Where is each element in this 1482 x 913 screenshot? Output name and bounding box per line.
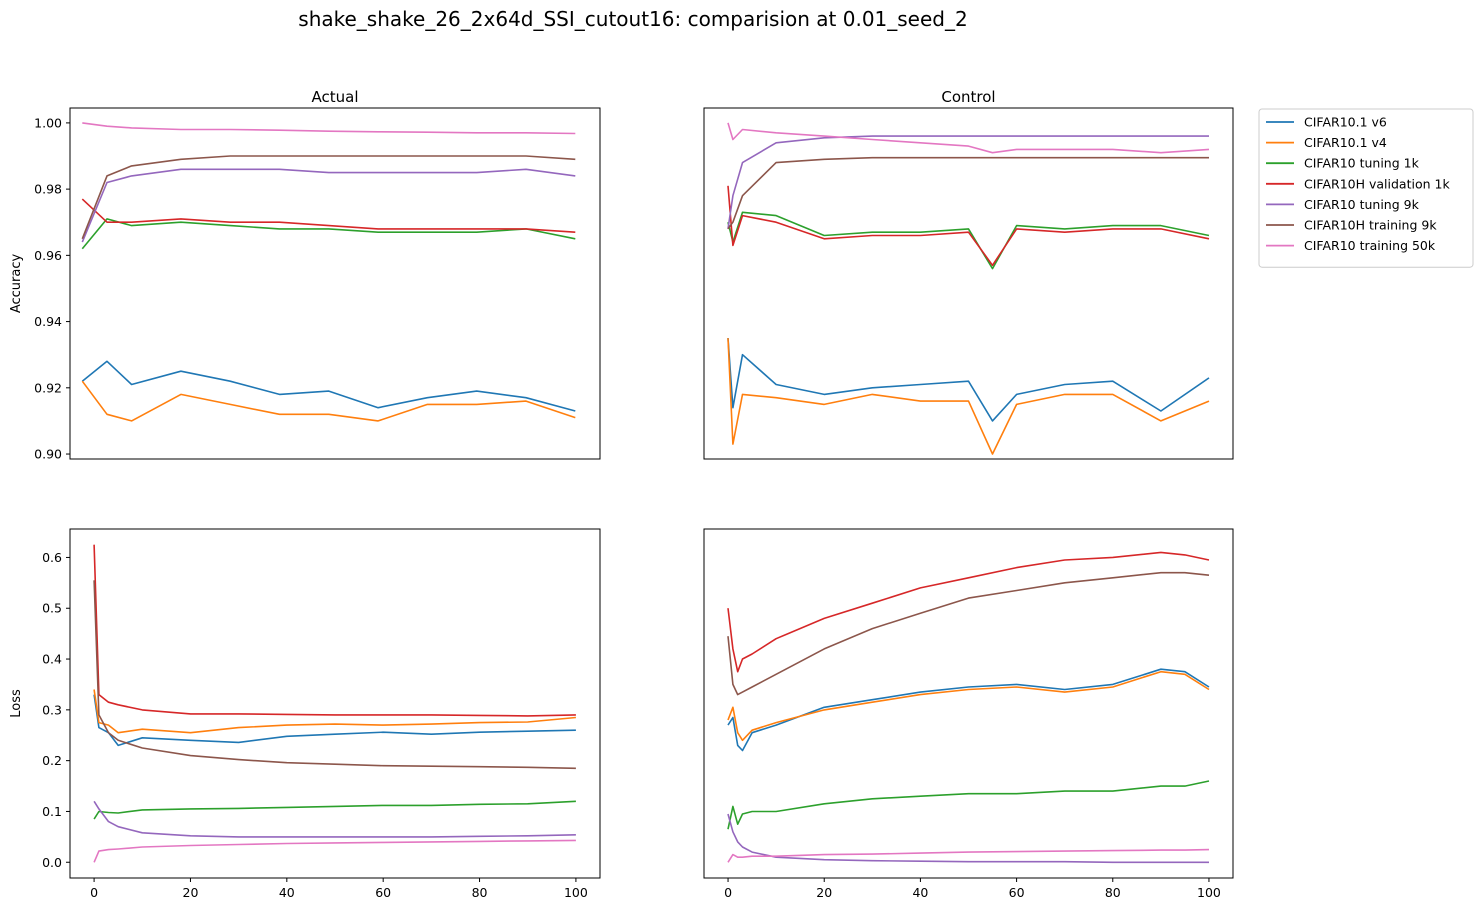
y-axis-label: Loss: [9, 689, 24, 718]
legend-entry: CIFAR10 tuning 1k: [1304, 156, 1420, 171]
y-tick-label: 0.3: [42, 702, 62, 717]
legend: CIFAR10.1 v6 CIFAR10.1 v4 CIFAR10 tuning 1…: [1258, 108, 1474, 268]
series-line-3: [727, 551, 1210, 673]
subplot-top-right: Control: [703, 88, 1234, 460]
series-line-6: [727, 122, 1210, 154]
x-tick-label: 20: [816, 885, 832, 900]
y-tick-label: 0.5: [42, 601, 62, 616]
axes-frame: [703, 528, 1234, 879]
y-tick-label: 0.1: [42, 804, 62, 819]
y-tick-label: 1.00: [34, 115, 62, 130]
y-tick-label: 0.96: [34, 248, 62, 263]
legend-entry: CIFAR10H validation 1k: [1304, 176, 1450, 191]
y-tick-label: 0.4: [42, 652, 62, 667]
series-line-6: [93, 839, 576, 863]
subplot-title: Actual: [312, 88, 359, 106]
x-tick-label: 60: [1009, 885, 1025, 900]
series-lines: [727, 122, 1210, 455]
series-line-5: [93, 580, 576, 770]
series-line-1: [727, 670, 1210, 742]
series-line-1: [727, 338, 1210, 455]
legend-entry: CIFAR10 tuning 9k: [1304, 197, 1420, 212]
series-lines: [93, 544, 576, 863]
series-line-4: [93, 800, 576, 838]
axes-frame: [69, 528, 601, 879]
x-tick-label: 40: [912, 885, 928, 900]
subplot-bottom-left: 0.0 0.1 0.2 0.3 0.4 0.5 0.6 0 20 40 60 80 100 Loss: [9, 528, 601, 900]
series-line-4: [727, 813, 1209, 864]
series-line-2: [727, 211, 1210, 270]
series-line-5: [81, 155, 576, 240]
legend-box: [1258, 108, 1474, 268]
y-axis-label: Accuracy: [9, 254, 24, 314]
y-tick-label: 0.0: [42, 855, 62, 870]
series-line-6: [727, 848, 1210, 863]
series-line-0: [727, 668, 1210, 752]
y-tick-label: 0.2: [42, 753, 62, 768]
series-line-0: [93, 694, 576, 747]
legend-entry: CIFAR10.1 v6: [1304, 115, 1387, 130]
axes-frame: [703, 107, 1234, 460]
subplots: Actual 0.90 0.92 0.94 0.96 0.98 1.00 Accuracy Co…: [9, 88, 1234, 900]
axes-frame: [69, 107, 601, 460]
series-line-2: [93, 800, 576, 820]
legend-entry: CIFAR10.1 v4: [1304, 135, 1387, 150]
series-line-5: [727, 156, 1209, 230]
series-line-3: [727, 185, 1210, 267]
x-tick-label: 0: [724, 885, 732, 900]
series-lines: [81, 122, 576, 422]
legend-entry: CIFAR10H training 9k: [1304, 218, 1437, 233]
series-line-2: [727, 780, 1210, 830]
y-tick-label: 0.90: [34, 447, 62, 462]
series-line-5: [727, 571, 1210, 696]
y-tick-label: 0.92: [34, 380, 62, 395]
x-tick-label: 100: [564, 885, 588, 900]
series-lines: [727, 551, 1210, 864]
x-tick-label: 40: [279, 885, 295, 900]
y-tick-label: 0.6: [42, 550, 62, 565]
series-line-6: [82, 122, 576, 135]
x-tick-label: 20: [183, 885, 199, 900]
subplot-title: Control: [941, 88, 995, 106]
series-line-3: [93, 544, 576, 717]
figure-title: shake_shake_26_2x64d_SSI_cutout16: compa…: [298, 7, 967, 31]
series-line-1: [81, 380, 576, 422]
y-tick-label: 0.94: [34, 314, 62, 329]
series-line-3: [81, 198, 576, 233]
legend-entry: CIFAR10 training 50k: [1304, 238, 1436, 253]
series-line-1: [93, 689, 576, 734]
subplot-bottom-right: 0 20 40 60 80 100: [703, 528, 1234, 900]
x-tick-label: 100: [1197, 885, 1221, 900]
x-tick-label: 60: [375, 885, 391, 900]
subplot-top-left: Actual 0.90 0.92 0.94 0.96 0.98 1.00 Accuracy: [9, 88, 601, 462]
series-line-4: [727, 135, 1209, 230]
x-tick-label: 80: [472, 885, 488, 900]
series-line-4: [81, 168, 576, 243]
x-tick-label: 80: [1105, 885, 1121, 900]
y-tick-label: 0.98: [34, 182, 62, 197]
series-line-2: [81, 218, 576, 250]
series-line-0: [81, 360, 576, 412]
series-line-0: [727, 338, 1210, 422]
x-tick-label: 0: [90, 885, 98, 900]
